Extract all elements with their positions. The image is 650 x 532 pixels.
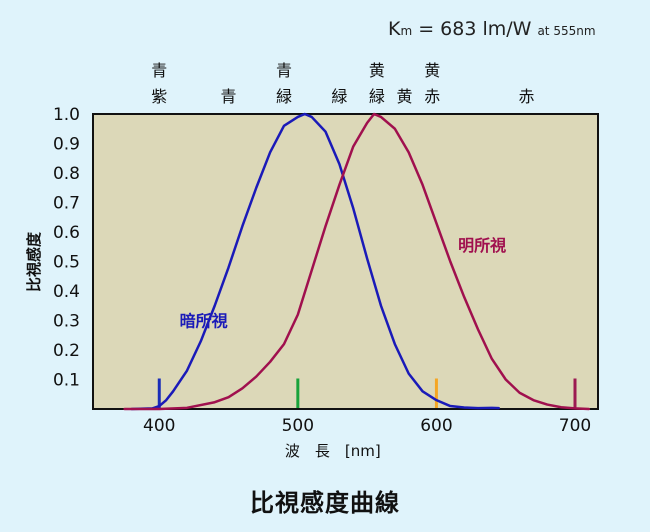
km-unit: lm/W bbox=[476, 18, 532, 40]
color-band-label: 緑 bbox=[369, 87, 385, 106]
x-tick-label: 700 bbox=[559, 416, 591, 436]
km-constant: Km = 683 lm/W at 555nm bbox=[388, 18, 596, 40]
y-tick-label: 0.3 bbox=[53, 312, 80, 332]
x-tick-label: 500 bbox=[282, 416, 314, 436]
km-note: at 555nm bbox=[537, 24, 596, 38]
photopic-label: 明所視 bbox=[458, 236, 506, 255]
color-band-label: 赤 bbox=[424, 87, 440, 106]
color-band-label: 青 bbox=[276, 61, 292, 80]
scotopic-curve bbox=[130, 112, 501, 411]
km-subscript: m bbox=[400, 24, 413, 38]
color-band-label: 黄 bbox=[369, 61, 385, 80]
y-tick-label: 0.5 bbox=[53, 253, 80, 273]
km-equals: = bbox=[412, 18, 441, 40]
color-band-label: 黄 bbox=[424, 61, 440, 80]
chart-caption: 比視感度曲線 bbox=[250, 489, 400, 517]
color-band-label: 紫 bbox=[151, 87, 167, 106]
color-band-label: 青 bbox=[151, 61, 167, 80]
km-value: 683 bbox=[440, 18, 477, 40]
scotopic-label: 暗所視 bbox=[180, 311, 228, 330]
y-axis-label: 比視感度 bbox=[25, 231, 43, 292]
x-axis-label: 波 長 [nm] bbox=[285, 442, 381, 460]
color-band-label: 緑 bbox=[331, 87, 347, 106]
y-tick-label: 0.9 bbox=[53, 135, 80, 155]
color-band-label: 青 bbox=[221, 87, 237, 106]
x-tick-label: 400 bbox=[143, 416, 175, 436]
y-tick-label: 0.8 bbox=[53, 164, 80, 184]
y-tick-label: 0.1 bbox=[53, 371, 80, 391]
km-symbol: K bbox=[388, 18, 401, 40]
plot-area bbox=[92, 113, 599, 410]
color-band-label: 黄 bbox=[397, 87, 413, 106]
y-tick-label: 1.0 bbox=[53, 105, 80, 125]
y-tick-label: 0.7 bbox=[53, 194, 80, 214]
y-tick-label: 0.6 bbox=[53, 223, 80, 243]
photopic-curve bbox=[123, 112, 591, 411]
y-tick-label: 0.4 bbox=[53, 282, 80, 302]
x-tick-label: 600 bbox=[420, 416, 452, 436]
y-tick-label: 0.2 bbox=[53, 341, 80, 361]
color-band-label: 赤 bbox=[518, 87, 534, 106]
color-band-label: 緑 bbox=[276, 87, 292, 106]
